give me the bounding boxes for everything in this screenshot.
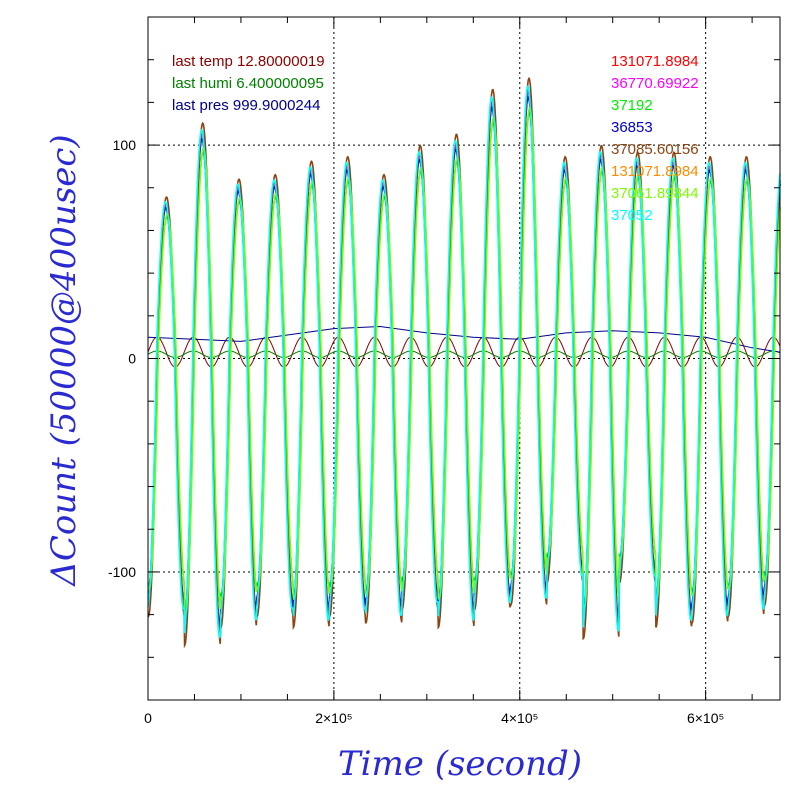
legend-entry: 36853: [611, 119, 653, 136]
series-line: [147, 325, 781, 353]
plot-frame: [147, 16, 781, 701]
legend-left: last temp 12.80000019 last humi 6.4000000…: [172, 53, 325, 114]
legend-entry: last temp 12.80000019: [172, 53, 325, 70]
legend-entry: 37192: [611, 97, 653, 114]
legend-right: 131071.8984 36770.69922 37192 36853 37085.60…: [611, 53, 699, 224]
y-axis-title: ΔCount (50000@400usec): [44, 134, 84, 587]
y-tick-labels: -100 0 100: [108, 137, 136, 580]
x-tick-label: 0: [144, 710, 152, 726]
legend-entry: last pres 999.9000244: [172, 97, 320, 114]
y-tick-label: 0: [128, 351, 136, 367]
x-axis-title: Time (second): [338, 744, 582, 784]
legend-entry: 131071.8984: [611, 163, 699, 180]
x-tick-labels: 0 2×10⁵ 4×10⁵ 6×10⁵: [144, 710, 724, 726]
x-tick-label: 2×10⁵: [315, 710, 352, 726]
legend-entry: 37085.60156: [611, 141, 699, 158]
legend-entry: 131071.8984: [611, 53, 699, 70]
series-line: [147, 85, 781, 639]
legend-entry: 36770.69922: [611, 75, 699, 92]
legend-entry: last humi 6.400000095: [172, 75, 324, 92]
series-layer: [147, 76, 781, 649]
legend-entry: 37061.89844: [611, 185, 699, 202]
y-tick-label: 100: [113, 137, 137, 153]
y-tick-label: -100: [108, 564, 136, 580]
legend-entry: 37052: [611, 207, 653, 224]
x-tick-label: 4×10⁵: [501, 710, 538, 726]
x-tick-label: 6×10⁵: [687, 710, 724, 726]
